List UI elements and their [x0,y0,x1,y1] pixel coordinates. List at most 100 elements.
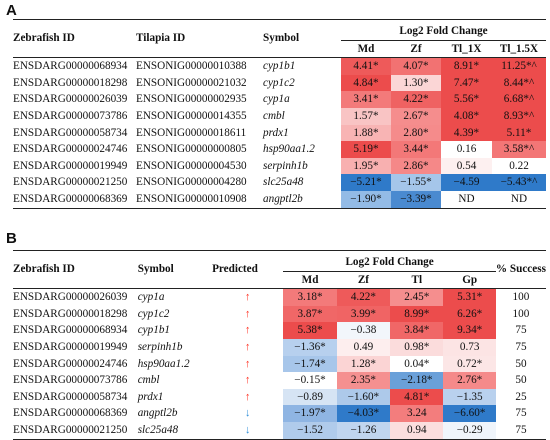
zebrafish-id: ENSDARG00000024746 [13,143,128,156]
zebrafish-id: ENSDARG00000068934 [13,60,128,73]
arrow-down-icon: ↓ [244,407,251,420]
success-percent: 25 [515,390,527,403]
gene-symbol: serpinh1b [137,340,183,353]
zebrafish-id: ENSDARG00000058734 [13,390,128,403]
arrow-up-icon: ↑ [244,307,251,320]
fold-change-cell: −1.97* [283,405,337,422]
panel-b-table: Zebrafish ID Symbol Predicted Log2 Fold … [13,250,546,440]
fold-change-cell: 3.41* [341,91,391,108]
success-percent: 50 [515,357,527,370]
gene-symbol: cyp1b1 [137,324,171,337]
tilapia-id: ENSONIG00000000805 [136,143,247,156]
tilapia-id: ENSONIG00000021032 [136,76,247,89]
table-row: ENSDARG00000068369 ENSONIG00000010908 angp… [13,190,546,209]
panel-b-label: B [6,230,17,247]
table-row: ENSDARG00000019949 serpinh1b ↑ −1.36* 0.49 0.… [13,338,546,356]
table-row: ENSDARG00000058734 prdx1 ↑ −0.89 −1.60* 4.81*… [13,388,546,406]
fold-change-cell: 0.54 [441,157,492,175]
col-symbol: Symbol [263,19,341,59]
fold-change-cell: 7.47* [441,74,492,92]
fold-change-cell: 3.18* [283,288,337,306]
zebrafish-id: ENSDARG00000068934 [13,324,128,337]
fold-change-cell: ND [492,190,546,209]
fold-change-cell: 8.93*^ [492,107,546,125]
success-percent: 100 [512,307,530,320]
fold-change-cell: 4.22* [391,91,441,108]
fold-change-cell: −1.36* [283,338,337,356]
col-tl-1-5x: Tl_1.5X [492,40,546,59]
gene-symbol: cmbl [137,374,160,387]
fold-change-cell: −1.35 [443,388,496,406]
table-row: ENSDARG00000024746 ENSONIG00000000805 hsp9… [13,141,546,158]
log2-fold-change-header: Log2 Fold Change [341,19,546,41]
col-zf: Zf [336,271,391,290]
fold-change-cell: 3.58*^ [492,141,546,158]
zebrafish-id: ENSDARG00000019949 [13,159,128,172]
table-row: ENSDARG00000018298 ENSONIG00000021032 cyp1… [13,74,546,92]
arrow-up-icon: ↑ [244,340,251,353]
table-row: ENSDARG00000026039 ENSONIG00000002935 cyp1… [13,91,546,108]
gene-symbol: cyp1a [263,93,290,106]
fold-change-cell: 3.87* [283,305,337,323]
fold-change-cell: 0.04* [390,355,444,373]
gene-symbol: prdx1 [137,390,164,403]
gene-symbol: cmbl [263,109,285,122]
gene-symbol: angptl2b [137,407,178,420]
fold-change-cell: −5.21* [341,174,391,191]
fold-change-cell: 5.19* [341,141,391,158]
col-md: Md [283,271,337,290]
col-predicted: Predicted [212,250,284,290]
tilapia-id: ENSONIG00000014355 [136,109,247,122]
tilapia-id: ENSONIG00000002935 [136,93,247,106]
zebrafish-id: ENSDARG00000068369 [13,192,128,205]
table-row: ENSDARG00000068934 cyp1b1 ↑ 5.38* −0.38 3.84*… [13,322,546,339]
success-percent: 75 [515,324,527,337]
fold-change-cell: 0.22 [492,157,546,175]
table-row: ENSDARG00000024746 hsp90aa1.2 ↑ −1.74* 1.28*… [13,355,546,373]
fold-change-cell: 0.73 [443,338,496,356]
fold-change-cell: 8.44*^ [492,74,546,92]
fold-change-cell: −1.74* [283,355,337,373]
table-row: ENSDARG00000019949 ENSONIG00000004530 serp… [13,157,546,175]
fold-change-cell: 2.45* [390,288,444,306]
fold-change-cell: 5.56* [441,91,492,108]
fold-change-cell: 4.81* [390,388,444,406]
fold-change-cell: 2.67* [391,107,441,125]
zebrafish-id: ENSDARG00000026039 [13,291,128,304]
arrow-up-icon: ↑ [244,357,251,370]
arrow-up-icon: ↑ [244,291,251,304]
col-zebrafish-id: Zebrafish ID [13,250,138,290]
gene-symbol: angptl2b [263,192,303,205]
gene-symbol: prdx1 [263,126,289,139]
zebrafish-id: ENSDARG00000058734 [13,126,128,139]
fold-change-cell: −5.43*^ [492,174,546,191]
fold-change-cell: 5.31* [443,288,496,306]
gene-symbol: cyp1c2 [263,76,295,89]
fold-change-cell: 0.49 [336,338,391,356]
fold-change-cell: 3.99* [336,305,391,323]
table-row: ENSDARG00000058734 ENSONIG00000018611 prdx… [13,124,546,142]
fold-change-cell: 9.34* [443,322,496,339]
fold-change-cell: 2.86* [391,157,441,175]
table-row: ENSDARG00000018298 cyp1c2 ↑ 3.87* 3.99* 8.99*… [13,305,546,323]
fold-change-cell: 5.11* [492,124,546,142]
arrow-up-icon: ↑ [244,324,251,337]
gene-symbol: cyp1a [137,291,165,304]
fold-change-cell: 8.99* [390,305,444,323]
fold-change-cell: −1.90* [341,190,391,209]
gene-symbol: cyp1c2 [137,307,170,320]
fold-change-cell: 1.28* [336,355,391,373]
fold-change-cell: 8.91* [441,57,492,75]
fold-change-cell: 2.76* [443,372,496,389]
fold-change-cell: 4.84* [341,74,391,92]
col-gp: Gp [443,271,496,290]
tilapia-id: ENSONIG00000004530 [136,159,247,172]
gene-symbol: hsp90aa1.2 [263,143,315,156]
fold-change-cell: 1.57* [341,107,391,125]
fold-change-cell: −1.52 [283,421,337,440]
fold-change-cell: 6.68*^ [492,91,546,108]
panel-a-label: A [6,2,17,19]
fold-change-cell: −4.03* [336,405,391,422]
table-row: ENSDARG00000073786 cmbl ↑ −0.15* 2.35* −2.18*… [13,372,546,389]
fold-change-cell: ND [441,190,492,209]
